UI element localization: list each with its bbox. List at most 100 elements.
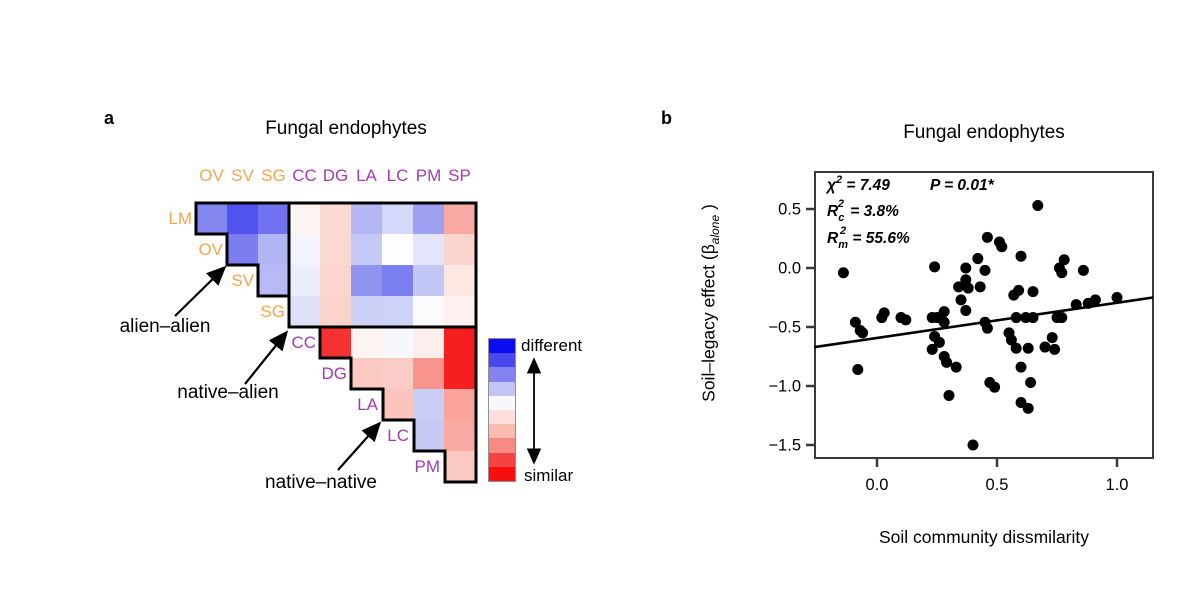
heatmap-cell-LC-SP bbox=[444, 420, 475, 451]
heatmap-cell-LM-LC bbox=[382, 203, 413, 234]
scatter-point-8 bbox=[955, 294, 967, 306]
heatmap-cell-SG-SP bbox=[444, 296, 475, 327]
heatmap-cell-LM-DG bbox=[320, 203, 351, 234]
heatmap-cell-OV-DG bbox=[320, 234, 351, 265]
colorbar-segment-3 bbox=[489, 381, 515, 396]
scatter-point-42 bbox=[852, 363, 864, 375]
stats-r2-marginal: Rm2 = 55.6% bbox=[827, 225, 910, 251]
scatter-point-22 bbox=[1013, 284, 1025, 296]
heatmap-col-label-OV: OV bbox=[199, 166, 224, 185]
y-axis-label-suffix: ) bbox=[698, 204, 719, 215]
scatter-point-44 bbox=[950, 361, 962, 373]
heatmap-row-label-CC: CC bbox=[291, 332, 316, 352]
heatmap-cell-CC-LC bbox=[382, 327, 413, 358]
heatmap-cell-SV-SG bbox=[258, 265, 289, 296]
heatmap-col-label-SV: SV bbox=[231, 166, 254, 185]
scatter-point-29 bbox=[849, 316, 861, 328]
scatter-point-63 bbox=[984, 376, 996, 388]
heatmap-cell-OV-PM bbox=[413, 234, 444, 265]
scatter-point-39 bbox=[933, 336, 945, 348]
scatter-point-57 bbox=[1046, 332, 1058, 344]
scatter-point-41 bbox=[941, 356, 953, 368]
heatmap-cell-LM-CC bbox=[289, 203, 320, 234]
stats-chi-squared: χ2 = 7.49 P = 0.01* bbox=[825, 174, 995, 194]
colorbar-segment-2 bbox=[489, 367, 515, 382]
y-axis-label-subscript: alone bbox=[707, 214, 722, 245]
annotation-alien-alien: alien–alien bbox=[119, 316, 211, 337]
heatmap-row-label-SV: SV bbox=[231, 270, 254, 290]
scatter-point-35 bbox=[926, 312, 938, 324]
scatter-point-11 bbox=[938, 306, 950, 318]
heatmap-cell-DG-SP bbox=[444, 358, 475, 389]
heatmap-cell-LC-PM bbox=[413, 420, 444, 451]
heatmap-col-label-DG: DG bbox=[322, 166, 349, 185]
heatmap-cell-SG-DG bbox=[320, 296, 351, 327]
scatter-point-17 bbox=[1058, 254, 1070, 266]
scatter-point-47 bbox=[979, 316, 991, 328]
scatter-point-9 bbox=[960, 304, 972, 316]
x-axis-label: Soil community dissmilarity bbox=[878, 527, 1090, 547]
heatmap-cell-CC-SP bbox=[444, 327, 475, 358]
scatter-point-49 bbox=[1003, 327, 1015, 339]
heatmap-cell-CC-DG bbox=[320, 327, 351, 358]
scatter-point-51 bbox=[1010, 312, 1022, 324]
heatmap-col-label-SG: SG bbox=[261, 166, 286, 185]
heatmap-cell-PM-SP bbox=[444, 451, 475, 482]
heatmap-col-label-CC: CC bbox=[292, 166, 317, 185]
heatmap-cell-LA-LC bbox=[382, 389, 413, 420]
scatter-point-56 bbox=[1039, 341, 1051, 353]
scatter-point-3 bbox=[972, 253, 984, 265]
heatmap-cell-SV-PM bbox=[413, 265, 444, 296]
panel-a-letter: a bbox=[104, 108, 115, 128]
scatter-point-20 bbox=[1077, 264, 1089, 276]
annotation-native-alien: native–alien bbox=[177, 382, 279, 403]
scatter-point-58 bbox=[1049, 343, 1061, 355]
scatter-point-18 bbox=[1053, 262, 1065, 274]
scatter-point-66 bbox=[1022, 402, 1034, 414]
heatmap-cell-LA-PM bbox=[413, 389, 444, 420]
heatmap-cell-SV-CC bbox=[289, 265, 320, 296]
colorbar-segment-6 bbox=[489, 424, 515, 439]
y-tick-label: 0.5 bbox=[778, 201, 801, 219]
scatter-point-50 bbox=[1005, 334, 1017, 346]
x-tick-label: 1.0 bbox=[1106, 476, 1129, 494]
scatter-point-16 bbox=[1015, 250, 1027, 262]
y-tick-label: −0.5 bbox=[768, 319, 801, 337]
heatmap-cell-CC-PM bbox=[413, 327, 444, 358]
scatter-point-21 bbox=[979, 264, 991, 276]
scatter-point-7 bbox=[974, 281, 986, 293]
scatter-point-38 bbox=[929, 330, 941, 342]
scatter-point-62 bbox=[1025, 376, 1037, 388]
heatmap-cell-LM-SG bbox=[258, 203, 289, 234]
heatmap-cell-OV-SV bbox=[227, 234, 258, 265]
scatter-point-4 bbox=[960, 274, 972, 286]
scatter-point-28 bbox=[1111, 292, 1123, 303]
colorbar-segment-0 bbox=[489, 339, 515, 354]
heatmap-cell-SG-LC bbox=[382, 296, 413, 327]
heatmap-cell-OV-LC bbox=[382, 234, 413, 265]
colorbar-segment-1 bbox=[489, 353, 515, 368]
scatter-point-15 bbox=[996, 241, 1008, 253]
scatter-point-37 bbox=[938, 316, 950, 328]
scatter-point-0 bbox=[837, 267, 849, 279]
heatmap-row-label-DG: DG bbox=[321, 363, 348, 383]
heatmap-col-label-LC: LC bbox=[386, 166, 409, 185]
heatmap-cell-OV-SP bbox=[444, 234, 475, 265]
heatmap-cell-DG-PM bbox=[413, 358, 444, 389]
heatmap-cell-SG-LA bbox=[351, 296, 382, 327]
scatter-point-32 bbox=[876, 312, 888, 324]
heatmap-cell-OV-LA bbox=[351, 234, 382, 265]
scatter-point-5 bbox=[962, 282, 974, 294]
scatter-point-33 bbox=[895, 312, 907, 324]
heatmap-cell-DG-LC bbox=[382, 358, 413, 389]
heatmap-col-label-LA: LA bbox=[356, 166, 377, 185]
heatmap-cell-LM-OV bbox=[196, 203, 227, 234]
heatmap-cell-LM-LA bbox=[351, 203, 382, 234]
scatter-point-12 bbox=[1032, 199, 1044, 211]
heatmap-cell-OV-SG bbox=[258, 234, 289, 265]
heatmap-cell-OV-CC bbox=[289, 234, 320, 265]
colorbar-segment-8 bbox=[489, 452, 515, 467]
heatmap-cell-LM-SP bbox=[444, 203, 475, 234]
heatmap-col-label-SP: SP bbox=[448, 166, 471, 185]
